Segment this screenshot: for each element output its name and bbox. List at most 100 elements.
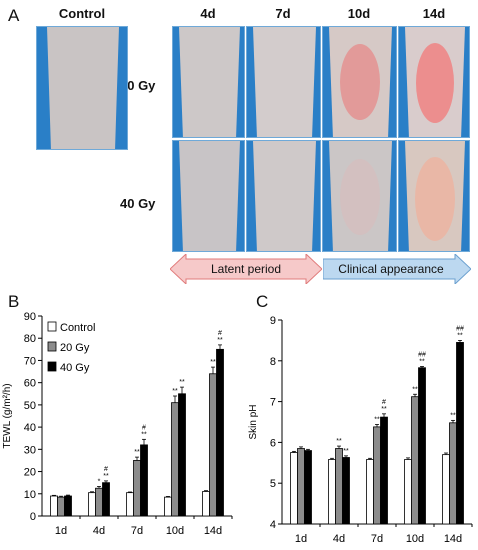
day-header-4d: 4d: [200, 6, 216, 21]
bar: [126, 492, 134, 517]
panel-b-letter: B: [8, 292, 20, 311]
significance-mark: ##: [456, 325, 464, 332]
significance-mark: **: [374, 416, 380, 423]
legend-label: 40 Gy: [60, 362, 90, 374]
x-tick-label: 10d: [166, 525, 184, 537]
day-header-7d: 7d: [275, 6, 291, 21]
latent-period-label: Latent period: [210, 262, 282, 276]
photo-20gy-14d: [398, 26, 470, 138]
significance-mark: #: [382, 399, 386, 406]
significance-mark: **: [141, 431, 147, 438]
significance-mark: ##: [418, 352, 426, 359]
significance-mark: **: [381, 406, 387, 413]
x-tick-label: 1d: [295, 533, 307, 545]
bar: [95, 487, 103, 517]
x-tick-label: 4d: [93, 525, 105, 537]
significance-mark: **: [412, 386, 418, 393]
y-tick-label: 6: [270, 437, 276, 449]
legend-label: Control: [60, 322, 95, 334]
bar: [418, 367, 426, 525]
significance-mark: **: [210, 359, 216, 366]
photo-20gy-4d: [172, 26, 245, 138]
y-tick-label: 90: [24, 311, 36, 323]
bar: [411, 396, 419, 525]
legend-label: 20 Gy: [60, 342, 90, 354]
photo-40gy-10d: [322, 140, 397, 252]
bar: [133, 460, 141, 517]
y-tick-label: 5: [270, 478, 276, 490]
day-header-10d: 10d: [347, 6, 371, 21]
x-tick-label: 7d: [131, 525, 143, 537]
bar: [209, 373, 217, 517]
y-axis-label: Skin pH: [248, 404, 259, 439]
x-tick-label: 14d: [444, 533, 462, 545]
y-tick-label: 20: [24, 467, 36, 479]
bar: [216, 348, 224, 517]
bar: [140, 444, 148, 517]
y-tick-label: 40: [24, 422, 36, 434]
legend-swatch: [47, 341, 57, 352]
y-tick-label: 9: [270, 315, 276, 327]
photo-40gy-4d: [172, 140, 245, 252]
panel-c-letter: C: [256, 292, 269, 311]
significance-mark: #: [104, 466, 108, 473]
y-tick-label: 70: [24, 355, 36, 367]
bar: [328, 459, 336, 525]
bar: [342, 457, 350, 525]
x-tick-label: 10d: [406, 533, 424, 545]
y-axis-label: TEWL (g/m²/h): [2, 383, 13, 448]
panel-a-letter: A: [8, 6, 20, 25]
bar: [164, 496, 172, 517]
photo-40gy-14d: [398, 140, 470, 252]
bar: [290, 452, 298, 525]
legend-swatch: [47, 321, 57, 332]
significance-mark: **: [103, 473, 109, 480]
bar: [442, 454, 450, 525]
photo-40gy-7d: [246, 140, 321, 252]
bar: [380, 416, 388, 525]
significance-mark: **: [134, 449, 140, 456]
significance-mark: **: [419, 359, 425, 366]
significance-mark: *: [98, 478, 101, 485]
y-tick-label: 0: [30, 511, 36, 523]
y-tick-label: 50: [24, 400, 36, 412]
control-header: Control: [58, 6, 106, 21]
bar: [64, 495, 72, 517]
bar: [366, 459, 374, 525]
y-tick-label: 30: [24, 444, 36, 456]
y-tick-label: 80: [24, 333, 36, 345]
photo-control: [36, 26, 128, 150]
y-tick-label: 7: [270, 397, 276, 409]
bar: [57, 496, 65, 517]
dose-label-40gy: 40 Gy: [120, 196, 156, 211]
day-header-14d: 14d: [422, 6, 446, 21]
bar: [50, 495, 58, 517]
x-tick-label: 1d: [55, 525, 67, 537]
bar: [304, 450, 312, 525]
clinical-appearance-arrow: [323, 254, 471, 284]
bar: [404, 459, 412, 525]
bar: [178, 393, 186, 517]
bar: [88, 492, 96, 517]
x-tick-label: 14d: [204, 525, 222, 537]
latent-period-arrow: [170, 254, 322, 284]
legend-swatch: [47, 361, 57, 372]
y-tick-label: 10: [24, 489, 36, 501]
x-tick-label: 4d: [333, 533, 345, 545]
significance-mark: **: [457, 332, 463, 339]
significance-mark: **: [217, 337, 223, 344]
bar: [373, 426, 381, 525]
bar: [456, 342, 464, 525]
bar: [449, 422, 457, 525]
clinical-appearance-label: Clinical appearance: [338, 262, 444, 276]
photo-20gy-10d: [322, 26, 397, 138]
significance-mark: **: [343, 448, 349, 455]
significance-mark: #: [218, 330, 222, 337]
y-tick-label: 4: [270, 519, 276, 531]
significance-mark: **: [450, 412, 456, 419]
significance-mark: **: [179, 379, 185, 386]
bar: [297, 448, 305, 525]
photo-20gy-7d: [246, 26, 321, 138]
significance-mark: **: [172, 388, 178, 395]
